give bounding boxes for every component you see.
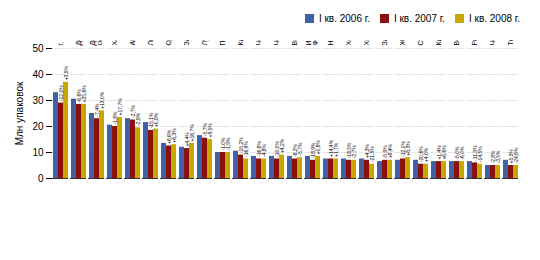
svg-text:Львовская обл.: Львовская обл. (147, 40, 154, 46)
svg-text:Запорожская обл.: Запорожская обл. (183, 40, 191, 46)
svg-text:-6,0%: -6,0% (459, 146, 465, 160)
svg-text:+8,4%: +8,4% (387, 143, 393, 158)
svg-text:-3,5%: -3,5% (495, 150, 501, 164)
svg-text:-5,7%: -5,7% (297, 142, 303, 156)
svg-text:Закарпатская обл.: Закарпатская обл. (381, 40, 389, 46)
svg-text:-5,7%: -5,7% (201, 123, 208, 137)
svg-text:-16,9%: -16,9% (243, 141, 249, 157)
svg-text:Млн упаковок: Млн упаковок (14, 81, 25, 145)
svg-text:+4,4%: +4,4% (183, 132, 190, 147)
svg-text:+25,6%: +25,6% (81, 85, 87, 103)
svg-text:+9,5%: +9,5% (207, 123, 213, 138)
svg-text:-18,5%: -18,5% (345, 142, 352, 159)
svg-text:20: 20 (32, 121, 44, 132)
svg-text:-6,6%: -6,6% (75, 89, 82, 103)
svg-text:10: 10 (32, 147, 44, 158)
svg-text:Харьковская обл.: Харьковская обл. (111, 40, 119, 46)
svg-text:0: 0 (38, 173, 44, 184)
svg-text:+6,6%: +6,6% (165, 129, 172, 144)
svg-text:-5,0%: -5,0% (453, 146, 460, 160)
svg-text:-5,5%: -5,5% (381, 145, 388, 159)
svg-text:+5,3%: +5,3% (507, 149, 514, 164)
svg-text:-3,7%: -3,7% (351, 145, 357, 159)
svg-text:Черкасская обл.: Черкасская обл. (273, 40, 281, 46)
svg-text:Ровенская обл.: Ровенская обл. (471, 40, 478, 46)
svg-text:-1,0%: -1,0% (219, 137, 226, 151)
svg-text:40: 40 (32, 69, 44, 80)
svg-text:Черновицкая обл.: Черновицкая обл. (489, 40, 497, 46)
svg-text:+4,2%: +4,2% (279, 138, 285, 153)
svg-text:-11,3%: -11,3% (471, 145, 478, 161)
svg-text:30: 30 (32, 95, 44, 106)
svg-text:-7,4%: -7,4% (93, 103, 100, 117)
svg-text:+3,5%: +3,5% (63, 65, 69, 80)
svg-text:Кировоградская обл.: Кировоградская обл. (435, 40, 443, 46)
svg-text:+4,3%: +4,3% (363, 144, 370, 159)
svg-text:-2,8%: -2,8% (135, 112, 141, 126)
svg-text:-20,6%: -20,6% (417, 146, 424, 163)
svg-text:АР Крым: АР Крым (129, 40, 137, 46)
svg-text:Житомирская обл.: Житомирская обл. (399, 40, 407, 46)
svg-text:-15,2%: -15,2% (237, 137, 244, 154)
svg-text:Николаевская обл.: Николаевская обл. (327, 40, 334, 46)
svg-text:+4,0%: +4,0% (423, 147, 429, 162)
svg-text:-4,8%: -4,8% (261, 143, 267, 157)
svg-text:+1,7%: +1,7% (333, 142, 339, 157)
svg-text:-8,2%: -8,2% (291, 143, 298, 157)
html-text:I кв. 2007 г.: I кв. 2007 г. (393, 13, 445, 24)
svg-text:-2,8%: -2,8% (489, 150, 496, 164)
svg-text:+1,4%: +1,4% (435, 145, 442, 160)
svg-text:50: 50 (32, 43, 44, 54)
svg-text:Днепропетров-ская обл.: Днепропетров-ская обл. (89, 40, 103, 46)
svg-text:г. Киев: г. Киев (57, 40, 64, 46)
svg-text:-12,0%: -12,0% (58, 85, 64, 101)
svg-text:+6,3%: +6,3% (171, 128, 177, 143)
svg-text:+0,8%: +0,8% (153, 112, 159, 127)
svg-text:-18,9%: -18,9% (309, 142, 316, 159)
svg-text:Полтавская обл.: Полтавская обл. (219, 40, 226, 46)
svg-text:+6,6%: +6,6% (441, 145, 447, 160)
svg-text:Донецкая обл.: Донецкая обл. (75, 40, 83, 46)
svg-text:-10,0%: -10,0% (273, 141, 280, 157)
svg-text:Ивано-Франковская обл.: Ивано-Франковская обл. (305, 40, 320, 46)
svg-text:Винницкая обл.: Винницкая обл. (291, 40, 299, 46)
svg-text:+14,4%: +14,4% (327, 139, 334, 157)
svg-text:+16,7%: +16,7% (189, 124, 195, 142)
svg-text:Сумская обл.: Сумская обл. (417, 40, 425, 46)
svg-text:Тернопольская обл.: Тернопольская обл. (507, 40, 515, 46)
svg-text:+17,7%: +17,7% (117, 98, 123, 116)
svg-text:-21,5%: -21,5% (369, 146, 375, 162)
svg-text:Одесская обл.: Одесская обл. (165, 40, 173, 46)
svg-text:Херсонская обл.: Херсонская обл. (345, 40, 353, 46)
svg-text:Хмельницкая обл.: Хмельницкая обл. (363, 40, 371, 46)
svg-text:-16,8%: -16,8% (255, 141, 262, 157)
svg-text:-1,8%: -1,8% (111, 111, 118, 125)
svg-text:Волынская обл.: Волынская обл. (453, 40, 460, 46)
svg-text:-2,7%: -2,7% (129, 104, 136, 118)
svg-text:-15,1%: -15,1% (147, 112, 154, 129)
svg-text:+13,0%: +13,0% (99, 91, 105, 109)
svg-text:Киевская обл.: Киевская обл. (237, 40, 244, 46)
svg-text:-1,9%: -1,9% (225, 137, 231, 151)
svg-text:Луганская обл.: Луганская обл. (201, 40, 209, 46)
html-text:I кв. 2006 г.: I кв. 2006 г. (318, 13, 370, 24)
svg-text:-12,1%: -12,1% (399, 141, 406, 157)
svg-text:+0,8%: +0,8% (315, 140, 321, 155)
svg-text:+8,3%: +8,3% (405, 141, 411, 156)
html-text:I кв. 2008 г.: I кв. 2008 г. (469, 13, 520, 24)
svg-text:-24,8%: -24,8% (513, 147, 519, 163)
svg-text:Черниговская обл.: Черниговская обл. (255, 40, 263, 46)
svg-text:-14,5%: -14,5% (477, 146, 483, 162)
